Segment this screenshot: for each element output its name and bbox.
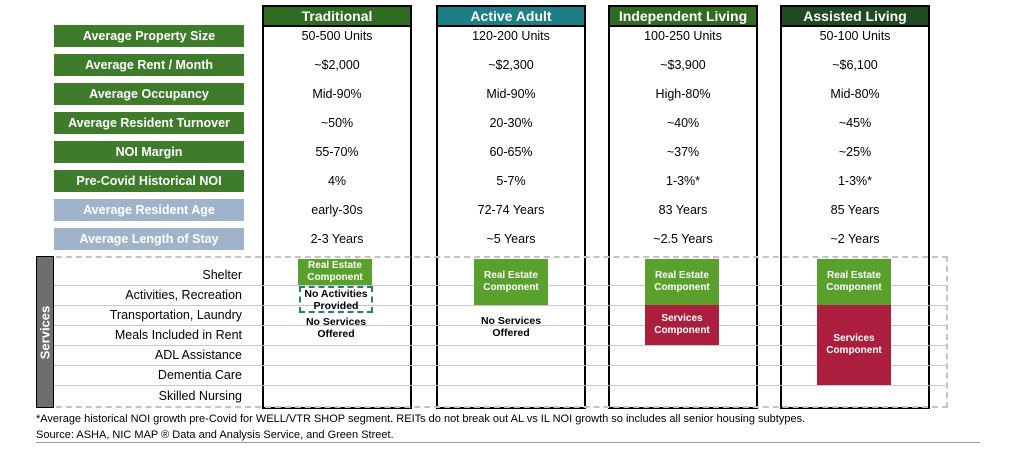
table-cell: 50-500 Units xyxy=(262,25,412,47)
table-cell: 120-200 Units xyxy=(436,25,586,47)
table-cell: ~$6,100 xyxy=(780,54,930,76)
table-cell: 60-65% xyxy=(436,141,586,163)
table-cell: Mid-90% xyxy=(262,83,412,105)
metric-label: Average Rent / Month xyxy=(54,54,244,76)
services-component-box: Services Component xyxy=(645,305,719,345)
services-side-label-bar: Services xyxy=(36,256,54,408)
table-cell: 20-30% xyxy=(436,112,586,134)
table-cell: ~45% xyxy=(780,112,930,134)
table-cell: ~50% xyxy=(262,112,412,134)
table-cell: 85 Years xyxy=(780,199,930,221)
services-component-box: Services Component xyxy=(817,305,891,385)
real-estate-component-box: Real Estate Component xyxy=(817,259,891,305)
table-cell: ~5 Years xyxy=(436,228,586,250)
service-label: Skilled Nursing xyxy=(60,386,242,406)
table-cell: ~$3,900 xyxy=(608,54,758,76)
table-cell: ~40% xyxy=(608,112,758,134)
column-header-assisted-living: Assisted Living xyxy=(780,5,930,27)
table-cell: ~2 Years xyxy=(780,228,930,250)
column-header-independent-living: Independent Living xyxy=(608,5,758,27)
table-cell: 100-250 Units xyxy=(608,25,758,47)
no-services-note: No Services Offered xyxy=(471,315,551,339)
table-cell: ~2.5 Years xyxy=(608,228,758,250)
services-side-label: Services xyxy=(38,305,53,359)
table-cell: 83 Years xyxy=(608,199,758,221)
table-cell: 2-3 Years xyxy=(262,228,412,250)
table-cell: 1-3%* xyxy=(608,170,758,192)
no-services-note: No Services Offered xyxy=(296,316,376,340)
service-label: Meals Included in Rent xyxy=(60,325,242,345)
table-cell: ~$2,300 xyxy=(436,54,586,76)
footer-divider xyxy=(36,442,980,443)
table-cell: 72-74 Years xyxy=(436,199,586,221)
table-cell: 5-7% xyxy=(436,170,586,192)
table-cell: Mid-90% xyxy=(436,83,586,105)
table-cell: High-80% xyxy=(608,83,758,105)
metric-label: Average Resident Age xyxy=(54,199,244,221)
real-estate-component-box: Real Estate Component xyxy=(645,259,719,305)
table-cell: 1-3%* xyxy=(780,170,930,192)
service-label: Activities, Recreation xyxy=(60,285,242,305)
metric-label: Average Occupancy xyxy=(54,83,244,105)
metric-label: Average Property Size xyxy=(54,25,244,47)
metric-label: Pre-Covid Historical NOI Growth xyxy=(54,170,244,192)
table-cell: early-30s xyxy=(262,199,412,221)
service-label: Dementia Care xyxy=(60,365,242,385)
real-estate-component-box: Real Estate Component xyxy=(298,259,372,285)
source-note: Source: ASHA, NIC MAP ® Data and Analysi… xyxy=(36,428,976,442)
table-cell: ~25% xyxy=(780,141,930,163)
column-header-traditional-multifamily: Traditional Multifamily xyxy=(262,5,412,27)
table-cell: 4% xyxy=(262,170,412,192)
table-cell: ~37% xyxy=(608,141,758,163)
service-label: Transportation, Laundry xyxy=(60,305,242,325)
table-cell: 55-70% xyxy=(262,141,412,163)
column-header-active-adult: Active Adult xyxy=(436,5,586,27)
service-label: Shelter xyxy=(60,265,242,285)
real-estate-component-box: Real Estate Component xyxy=(474,259,548,305)
service-label: ADL Assistance xyxy=(60,345,242,365)
metric-label: Average Resident Turnover xyxy=(54,112,244,134)
metric-label: NOI Margin xyxy=(54,141,244,163)
table-cell: ~$2,000 xyxy=(262,54,412,76)
footnote: *Average historical NOI growth pre-Covid… xyxy=(36,412,976,426)
table-cell: 50-100 Units xyxy=(780,25,930,47)
no-activities-box: No Activities Provided xyxy=(299,286,373,313)
metric-label: Average Length of Stay xyxy=(54,228,244,250)
table-cell: Mid-80% xyxy=(780,83,930,105)
